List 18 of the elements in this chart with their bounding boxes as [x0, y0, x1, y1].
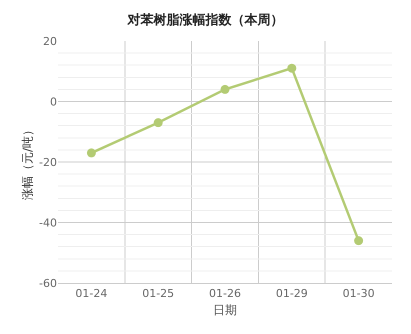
- y-tick-label: -40: [39, 216, 57, 230]
- x-axis-title: 日期: [213, 303, 237, 318]
- point: [220, 84, 230, 94]
- y-tick-label: -60: [39, 276, 57, 290]
- point: [86, 148, 96, 158]
- y-tick-label: 0: [50, 95, 57, 108]
- point: [354, 236, 364, 246]
- y-tick-label: 20: [43, 34, 57, 48]
- point: [287, 64, 296, 73]
- x-tick-label: 01-25: [142, 287, 174, 300]
- x-tick-label: 01-24: [75, 287, 108, 300]
- x-tick-label: 01-29: [276, 287, 308, 300]
- chart-title: 对苯树脂涨幅指数（本周）: [126, 13, 284, 28]
- y-axis-title: 涨幅（元/吨）: [20, 124, 34, 200]
- x-tick-label: 01-30: [342, 287, 375, 300]
- y-tick-label: -20: [39, 156, 57, 169]
- x-tick-label: 01-26: [209, 287, 241, 300]
- point: [154, 118, 163, 128]
